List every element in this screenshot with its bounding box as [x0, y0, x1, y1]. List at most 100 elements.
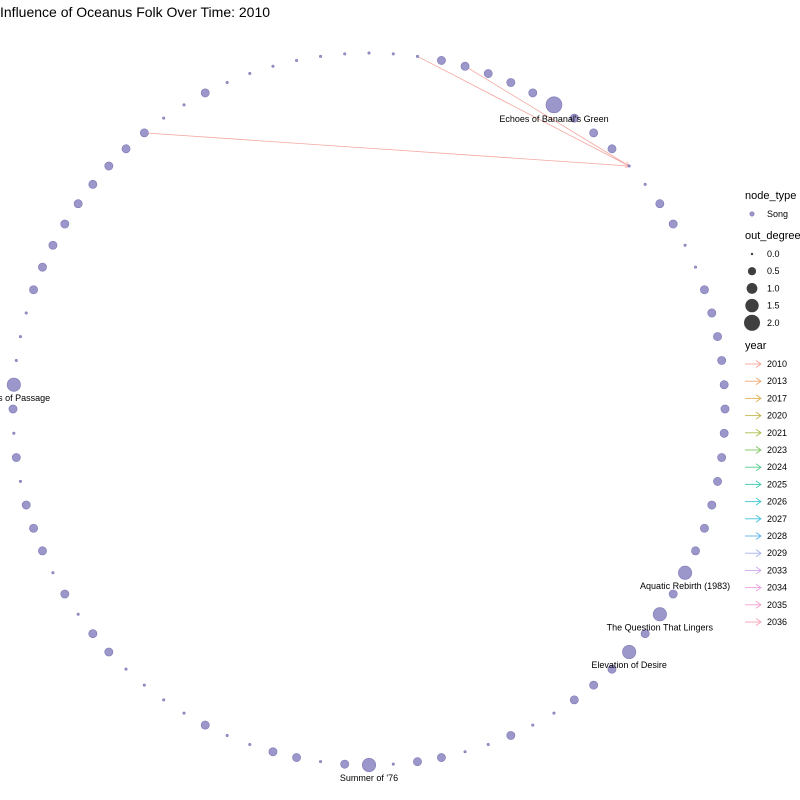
node-21[interactable]: [717, 356, 727, 365]
node-44[interactable]: [413, 757, 422, 767]
node-75[interactable]: [38, 262, 47, 272]
legend-out-degree-swatch-0: [750, 252, 754, 256]
node-89[interactable]: [295, 58, 299, 62]
node-15[interactable]: [668, 219, 678, 229]
node-84[interactable]: [182, 103, 186, 107]
node-6[interactable]: [506, 78, 516, 87]
node-73[interactable]: [24, 311, 28, 315]
node-19[interactable]: [707, 308, 717, 318]
node-20[interactable]: [713, 332, 722, 341]
node-32[interactable]: [652, 607, 667, 622]
legend-out-degree-title: out_degree: [745, 230, 800, 242]
node-88[interactable]: [271, 64, 275, 68]
legend-year-label-9: 2027: [767, 514, 787, 524]
node-80[interactable]: [104, 161, 114, 171]
node-43[interactable]: [437, 753, 446, 762]
legend-year-label-10: 2028: [767, 531, 787, 541]
node-46[interactable]: [361, 757, 376, 772]
node-28[interactable]: [700, 523, 709, 533]
node-81[interactable]: [121, 144, 131, 154]
node-39[interactable]: [531, 723, 535, 727]
node-40[interactable]: [506, 731, 516, 740]
node-30[interactable]: [678, 565, 693, 580]
node-35[interactable]: [607, 664, 617, 674]
legend-year-arrow-15: [745, 618, 762, 626]
node-61[interactable]: [60, 589, 70, 599]
node-86[interactable]: [225, 80, 229, 84]
node-38[interactable]: [552, 711, 556, 715]
node-27[interactable]: [707, 500, 717, 510]
node-83[interactable]: [162, 116, 166, 120]
node-62[interactable]: [51, 571, 55, 575]
node-25[interactable]: [717, 453, 727, 462]
node-54[interactable]: [182, 711, 186, 715]
node-90[interactable]: [319, 54, 323, 58]
node-51[interactable]: [248, 742, 252, 746]
node-2[interactable]: [415, 54, 419, 58]
node-57[interactable]: [124, 667, 128, 671]
node-65[interactable]: [21, 500, 31, 510]
legend-year-arrow-14: [745, 600, 762, 609]
node-34[interactable]: [622, 644, 637, 659]
node-13[interactable]: [643, 182, 647, 186]
node-12[interactable]: [627, 164, 631, 168]
node-74[interactable]: [29, 285, 38, 295]
node-55[interactable]: [162, 698, 166, 702]
node-67[interactable]: [11, 453, 21, 462]
node-72[interactable]: [18, 335, 22, 339]
node-0[interactable]: [367, 51, 371, 55]
node-14[interactable]: [655, 199, 665, 209]
node-24[interactable]: [719, 428, 729, 438]
node-68[interactable]: [12, 431, 16, 435]
node-5[interactable]: [483, 69, 493, 78]
node-11[interactable]: [607, 144, 617, 154]
node-63[interactable]: [38, 546, 47, 556]
node-64[interactable]: [29, 523, 38, 533]
node-48[interactable]: [319, 760, 323, 764]
node-31[interactable]: [668, 589, 678, 599]
node-18[interactable]: [700, 285, 709, 295]
node-70[interactable]: [6, 377, 21, 392]
node-42[interactable]: [463, 750, 467, 754]
node-45[interactable]: [391, 762, 395, 766]
node-52[interactable]: [225, 734, 229, 738]
node-1[interactable]: [391, 52, 395, 56]
node-7[interactable]: [528, 88, 538, 98]
node-37[interactable]: [569, 695, 579, 705]
node-33[interactable]: [640, 629, 650, 639]
node-3[interactable]: [437, 56, 446, 65]
node-49[interactable]: [292, 753, 301, 762]
node-29[interactable]: [691, 546, 700, 556]
node-47[interactable]: [340, 759, 350, 769]
node-22[interactable]: [719, 380, 729, 390]
node-85[interactable]: [200, 88, 210, 98]
node-87[interactable]: [248, 72, 252, 76]
node-10[interactable]: [589, 128, 599, 138]
node-8[interactable]: [545, 96, 563, 114]
node-53[interactable]: [200, 720, 210, 730]
node-56[interactable]: [142, 683, 146, 687]
node-41[interactable]: [486, 742, 490, 746]
node-91[interactable]: [343, 52, 347, 56]
node-71[interactable]: [14, 359, 18, 363]
node-77[interactable]: [60, 219, 70, 229]
node-36[interactable]: [589, 680, 599, 690]
node-69[interactable]: [8, 404, 18, 414]
node-76[interactable]: [48, 240, 58, 250]
node-66[interactable]: [18, 479, 22, 483]
node-79[interactable]: [88, 179, 98, 189]
labels-layer: Echoes of Bananal's Green Aquatic Rebirth…: [0, 114, 730, 783]
node-26[interactable]: [713, 477, 722, 486]
node-58[interactable]: [104, 647, 114, 657]
node-59[interactable]: [88, 629, 98, 639]
node-16[interactable]: [683, 243, 687, 247]
node-82[interactable]: [139, 128, 149, 138]
node-4[interactable]: [460, 61, 470, 71]
node-78[interactable]: [73, 199, 83, 209]
legend-out-degree-swatch-2: [746, 283, 758, 294]
node-60[interactable]: [76, 612, 80, 616]
node-9[interactable]: [569, 113, 579, 123]
node-23[interactable]: [720, 404, 730, 414]
node-50[interactable]: [268, 747, 278, 757]
node-17[interactable]: [694, 265, 698, 269]
